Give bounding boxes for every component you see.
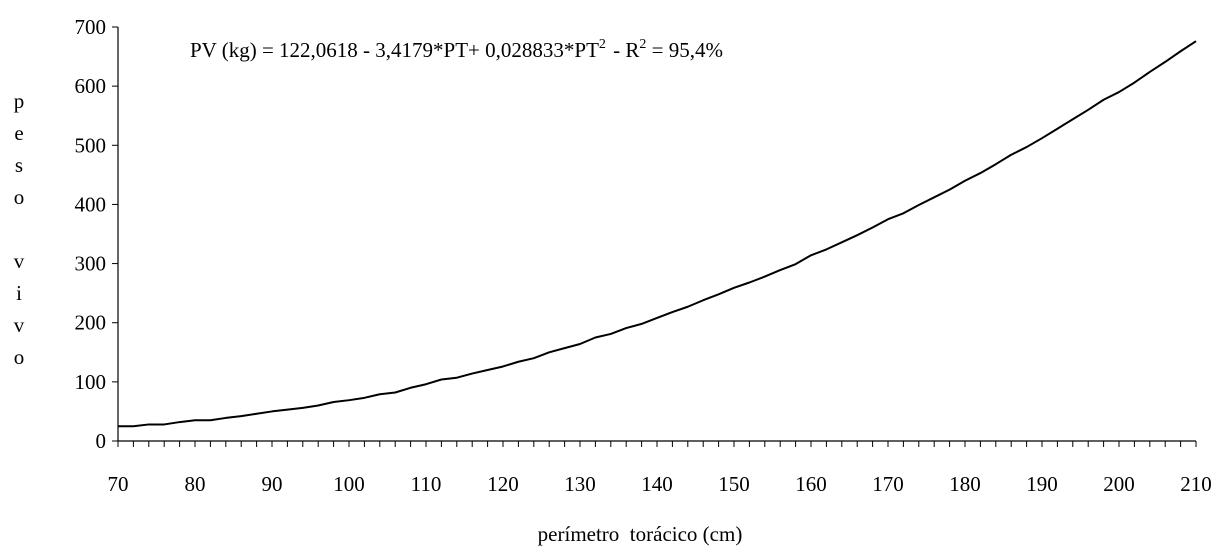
x-tick-label: 150 [718,472,750,496]
y-axis-ticks: 0 100 200 300 400 500 600 700 [75,15,118,453]
y-tick-label: 700 [75,15,107,39]
equation-lhs: PV (kg) [190,38,257,62]
y-label-char: o [14,345,25,369]
y-label-char: e [14,121,23,145]
x-tick-label: 90 [262,472,283,496]
x-tick-label: 100 [333,472,365,496]
x-tick-label: 160 [795,472,827,496]
x-tick-label: 190 [1026,472,1058,496]
x-tick-label: 70 [108,472,129,496]
x-tick-label: 170 [872,472,904,496]
series-line [118,40,1197,428]
equation-sup: 2 [599,37,606,52]
y-tick-label: 0 [96,429,107,453]
x-tick-label: 210 [1180,472,1212,496]
y-label-char: o [14,185,25,209]
x-tick-label: 110 [411,472,442,496]
y-label-char: v [14,313,25,337]
equation-r2-value: = 95,4% [646,38,723,62]
y-tick-label: 600 [75,74,107,98]
x-tick-label: 180 [949,472,981,496]
x-tick-label: 130 [564,472,596,496]
equation-eq: = [257,38,279,62]
y-tick-label: 500 [75,133,107,157]
equation-r2-sup: 2 [639,37,646,52]
x-tick-label: 80 [185,472,206,496]
y-tick-label: 300 [75,252,107,276]
x-axis-title: perímetro torácico (cm) [538,522,743,546]
y-label-char: i [16,281,22,305]
x-tick-label: 120 [487,472,519,496]
x-axis-ticks: 70 80 90 100 110 120 130 140 150 160 170 180 190 200 2… [108,441,1212,496]
y-tick-label: 200 [75,311,107,335]
y-tick-label: 100 [75,370,107,394]
y-label-char: v [14,249,25,273]
y-label-char: p [14,89,25,113]
y-tick-label: 400 [75,192,107,216]
y-label-char: s [15,153,23,177]
x-tick-label: 200 [1103,472,1135,496]
equation-sep: - R [608,38,640,62]
x-tick-label: 140 [641,472,673,496]
regression-equation: PV (kg) = 122,0618 - 3,4179*PT+ 0,028833… [190,37,723,62]
equation-body: 122,0618 - 3,4179*PT+ 0,028833*PT [279,38,599,62]
